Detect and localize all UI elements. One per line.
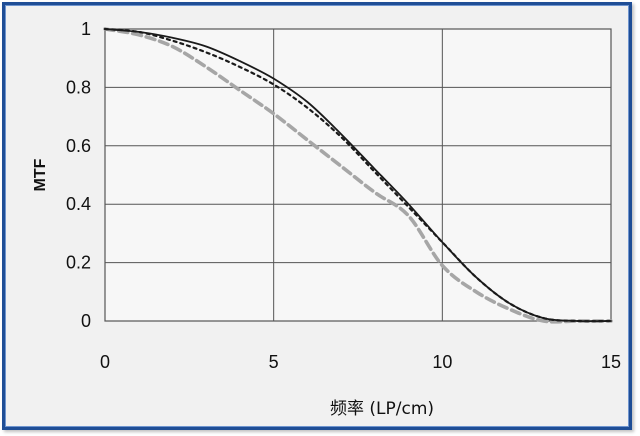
x-tick-labels: 0 5 10 15 [100,352,621,372]
x-tick-label: 15 [601,352,621,372]
mtf-chart: 0 0.2 0.4 0.6 0.8 1 0 5 10 15 MTF 频率 (LP/cm) [32,19,621,419]
x-axis-title: 频率 (LP/cm) [330,399,434,419]
y-tick-label: 1 [81,19,91,39]
chart-frame: 0 0.2 0.4 0.6 0.8 1 0 5 10 15 MTF 频率 (LP/cm) [2,2,632,430]
mtf-curve-dotted [103,27,613,323]
mtf-curve-dashed [103,27,613,324]
x-tick-label: 0 [100,352,110,372]
plot-area [104,28,612,322]
y-tick-label: 0.8 [66,77,91,97]
grid [104,28,612,322]
x-tick-label: 5 [269,352,279,372]
x-tick-label: 10 [432,352,452,372]
y-tick-label: 0 [81,311,91,331]
y-axis-title: MTF [32,158,49,191]
y-tick-labels: 0 0.2 0.4 0.6 0.8 1 [66,19,91,331]
y-tick-label: 0.2 [66,253,91,273]
series-layer [103,27,613,324]
y-tick-label: 0.6 [66,136,91,156]
y-tick-label: 0.4 [66,194,91,214]
